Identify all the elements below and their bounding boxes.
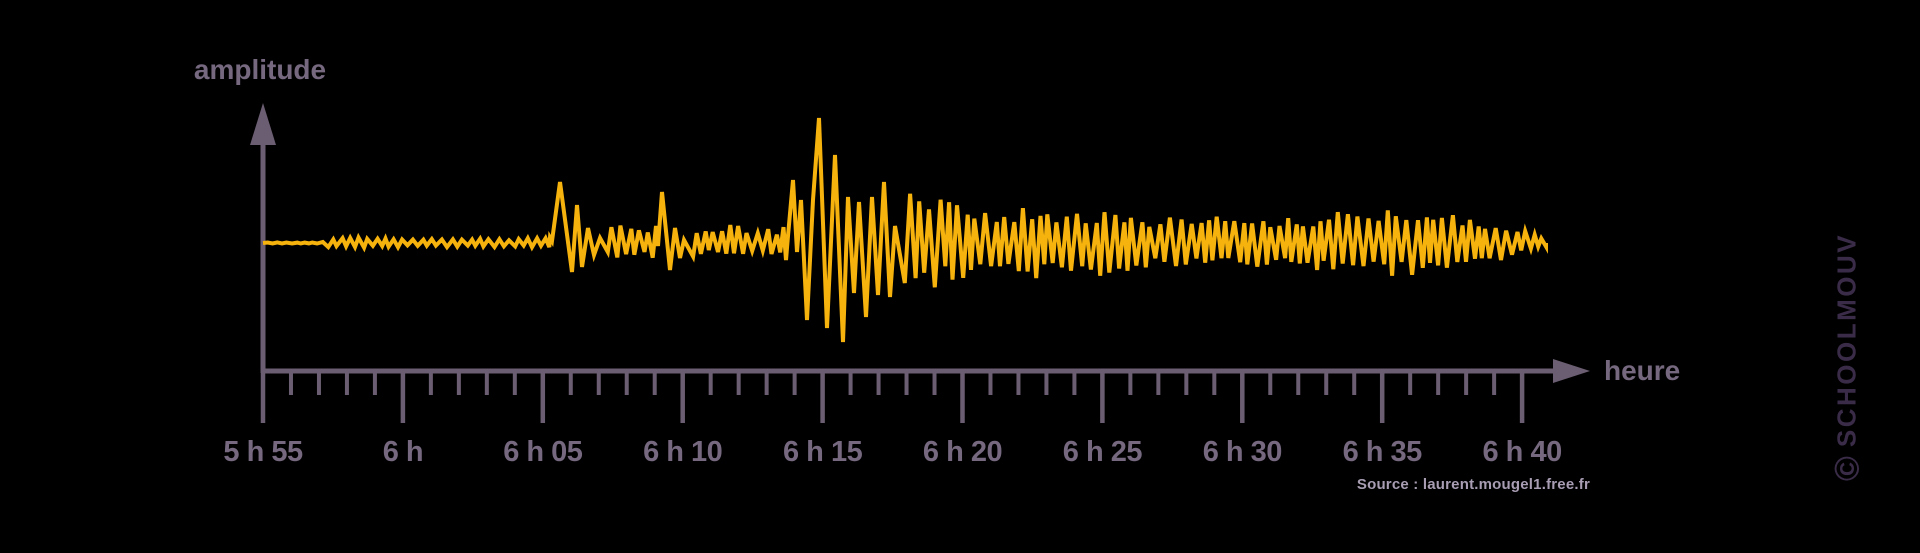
x-tick-label: 6 h 30 [1203,436,1282,468]
x-axis-arrowhead [1553,359,1590,383]
x-tick-label: 6 h 25 [1063,436,1143,468]
copyright-icon: © [1828,456,1867,482]
x-tick-label: 6 h 10 [643,436,722,468]
y-axis-label: amplitude [193,54,327,85]
x-tick-label: 5 h 55 [223,436,303,468]
x-tick-label: 6 h [383,436,423,468]
schoolmouv-watermark: © SCHOOLMOUV [1829,233,1868,481]
watermark-text: SCHOOLMOUV [1831,232,1862,448]
x-tick-label: 6 h 15 [783,436,863,468]
seismogram-waveform [262,117,1548,343]
x-axis-label: heure [1604,355,1681,386]
x-tick-label: 6 h 40 [1482,436,1561,468]
x-tick-label: 6 h 05 [503,436,583,468]
x-tick-label: 6 h 20 [923,436,1002,468]
y-axis-arrowhead [250,103,276,145]
x-tick-label: 6 h 35 [1343,436,1423,468]
source-attribution: Source : laurent.mougel1.free.fr [1356,476,1590,493]
